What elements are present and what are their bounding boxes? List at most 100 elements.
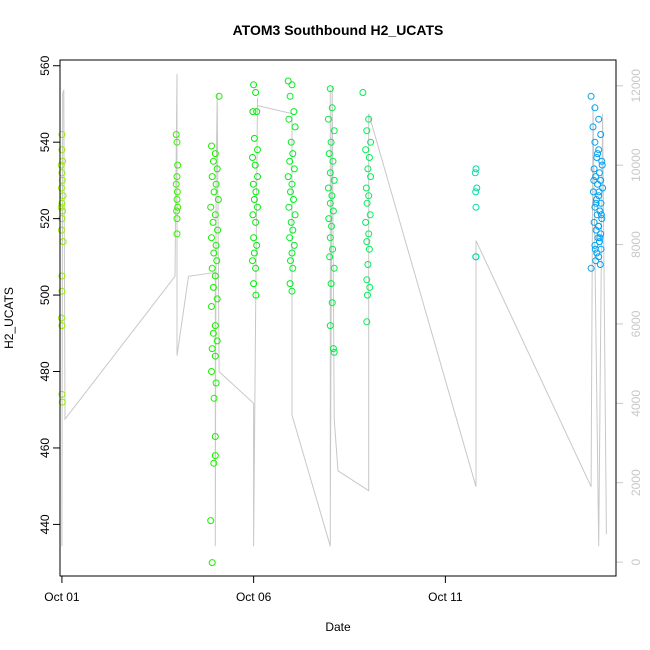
data-point <box>210 459 218 467</box>
data-point <box>286 92 294 100</box>
data-point <box>592 226 600 234</box>
data-point <box>590 218 598 226</box>
data-point <box>58 146 66 154</box>
data-point <box>595 188 603 196</box>
data-point <box>599 184 607 192</box>
data-point <box>207 517 215 525</box>
data-point <box>591 138 599 146</box>
data-point <box>330 127 338 135</box>
data-point <box>288 180 296 188</box>
data-point <box>326 234 334 242</box>
data-point <box>363 199 371 207</box>
data-point <box>324 184 332 192</box>
data-point <box>289 226 297 234</box>
data-point <box>328 222 335 230</box>
data-point <box>589 123 597 131</box>
data-point <box>365 230 373 238</box>
data-point <box>213 337 221 345</box>
data-point <box>290 241 298 249</box>
data-point <box>591 203 599 211</box>
data-point <box>208 142 215 150</box>
data-point <box>362 218 370 226</box>
data-point <box>364 165 372 173</box>
plot-frame <box>59 59 617 577</box>
data-point <box>209 329 217 337</box>
data-point <box>286 280 294 288</box>
data-point <box>251 161 259 169</box>
data-point <box>289 264 297 272</box>
data-point <box>596 238 603 246</box>
data-point <box>214 196 222 203</box>
data-point <box>174 203 182 211</box>
data-point <box>367 138 375 146</box>
y-tick-label: 540 <box>38 132 52 152</box>
x-tick-label: Oct 11 <box>428 590 463 604</box>
data-point <box>284 173 292 181</box>
data-point <box>287 257 294 265</box>
y-tick-label: 460 <box>38 438 52 458</box>
data-point <box>592 257 600 265</box>
right-tick-label: 4000 <box>629 390 643 417</box>
x-axis-label: Date <box>325 620 351 634</box>
data-point <box>207 203 215 211</box>
data-point <box>290 196 297 203</box>
data-point <box>253 108 261 116</box>
data-point <box>592 199 600 207</box>
data-point <box>58 131 66 138</box>
data-point <box>211 452 219 460</box>
data-point <box>252 89 260 96</box>
data-point <box>58 199 66 207</box>
data-point <box>173 215 181 223</box>
data-point <box>57 161 65 169</box>
data-point <box>58 322 66 330</box>
data-point <box>365 192 373 200</box>
data-point <box>327 138 335 146</box>
data-point <box>208 559 216 567</box>
data-point <box>286 157 294 165</box>
data-point <box>250 134 258 142</box>
data-point <box>291 211 299 219</box>
data-point <box>594 222 602 230</box>
data-point <box>330 176 338 184</box>
data-point <box>324 115 332 123</box>
data-point <box>587 264 595 272</box>
data-point <box>288 81 296 89</box>
data-point <box>58 398 66 406</box>
data-point <box>471 169 479 177</box>
data-point <box>592 196 600 203</box>
data-point <box>58 176 66 184</box>
data-point <box>59 192 67 200</box>
data-point <box>58 184 65 192</box>
data-point <box>284 77 292 85</box>
data-point <box>595 146 603 154</box>
data-point <box>59 238 67 246</box>
data-point <box>473 184 481 192</box>
data-point <box>598 215 606 223</box>
data-point <box>326 85 334 93</box>
right-tick-label: 2000 <box>629 469 643 496</box>
data-point <box>365 245 373 253</box>
data-point <box>58 287 66 295</box>
data-point <box>362 184 370 192</box>
data-point <box>210 394 218 402</box>
data-point <box>210 188 218 196</box>
data-point <box>211 352 219 360</box>
data-point <box>329 245 337 253</box>
data-point <box>593 211 601 219</box>
data-point <box>286 234 294 242</box>
data-point <box>591 104 599 112</box>
data-point <box>326 169 334 177</box>
data-point <box>598 161 606 169</box>
data-point <box>591 245 599 253</box>
data-point <box>472 165 480 173</box>
data-point <box>212 180 220 188</box>
data-point <box>249 108 257 116</box>
data-point <box>594 150 602 158</box>
data-point <box>367 173 375 181</box>
data-point <box>289 150 297 158</box>
data-point <box>208 234 215 242</box>
data-point <box>365 115 373 123</box>
data-point <box>366 211 374 219</box>
data-point <box>328 192 336 200</box>
